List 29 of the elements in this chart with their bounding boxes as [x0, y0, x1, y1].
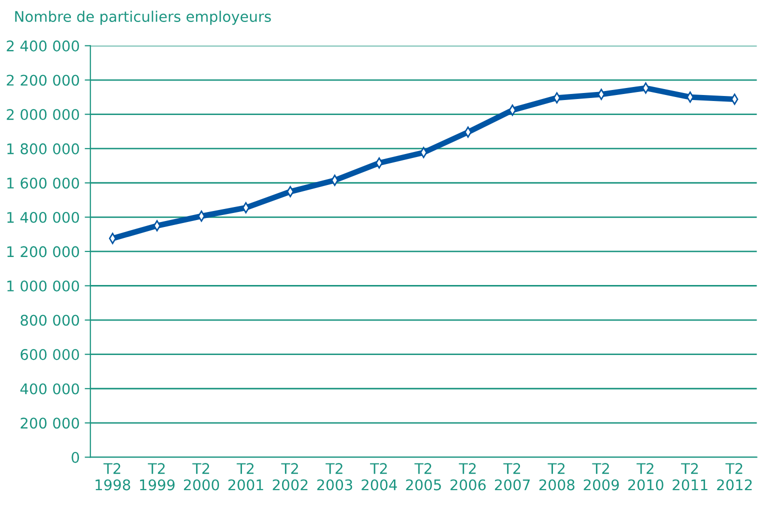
x-tick-label: T2 2000 — [184, 463, 220, 490]
y-tick-label: 0 — [72, 452, 80, 463]
y-tick-label: 200 000 — [20, 418, 79, 429]
x-tick-label: T2 2006 — [450, 463, 486, 490]
y-tick-label: 400 000 — [20, 383, 79, 394]
y-tick-label: 1 600 000 — [7, 178, 80, 189]
x-tick-label: T2 2010 — [628, 463, 664, 490]
x-tick-label: T2 1999 — [140, 463, 175, 490]
x-tick-label: T2 2004 — [362, 463, 397, 490]
x-tick-label: T2 2012 — [717, 463, 752, 490]
y-tick-label: 2 000 000 — [6, 109, 80, 120]
x-tick-label: T2 2003 — [317, 463, 352, 490]
x-tick-label: T2 2008 — [539, 463, 574, 490]
y-tick-label: 2 200 000 — [6, 74, 80, 86]
x-tick-label: T2 2005 — [406, 463, 441, 490]
y-tick-label: 1 800 000 — [7, 143, 80, 154]
y-tick-label: 1 200 000 — [7, 246, 80, 258]
y-tick-label: 1 000 000 — [7, 280, 80, 292]
x-tick-label: T2 2011 — [672, 463, 708, 490]
y-tick-label: 2 400 000 — [6, 40, 80, 52]
x-tick-label: T2 2001 — [228, 463, 264, 490]
x-tick-label: T2 2002 — [272, 463, 308, 490]
y-tick-label: 600 000 — [20, 349, 79, 360]
x-tick-label: T2 2009 — [584, 463, 619, 490]
y-axis-title: Nombre de particuliers employeurs — [15, 10, 271, 25]
y-tick-label: 800 000 — [20, 314, 79, 326]
x-tick-label: T2 2007 — [494, 463, 530, 490]
x-tick-label: T2 1998 — [96, 463, 130, 490]
y-tick-label: 1 400 000 — [7, 212, 80, 223]
